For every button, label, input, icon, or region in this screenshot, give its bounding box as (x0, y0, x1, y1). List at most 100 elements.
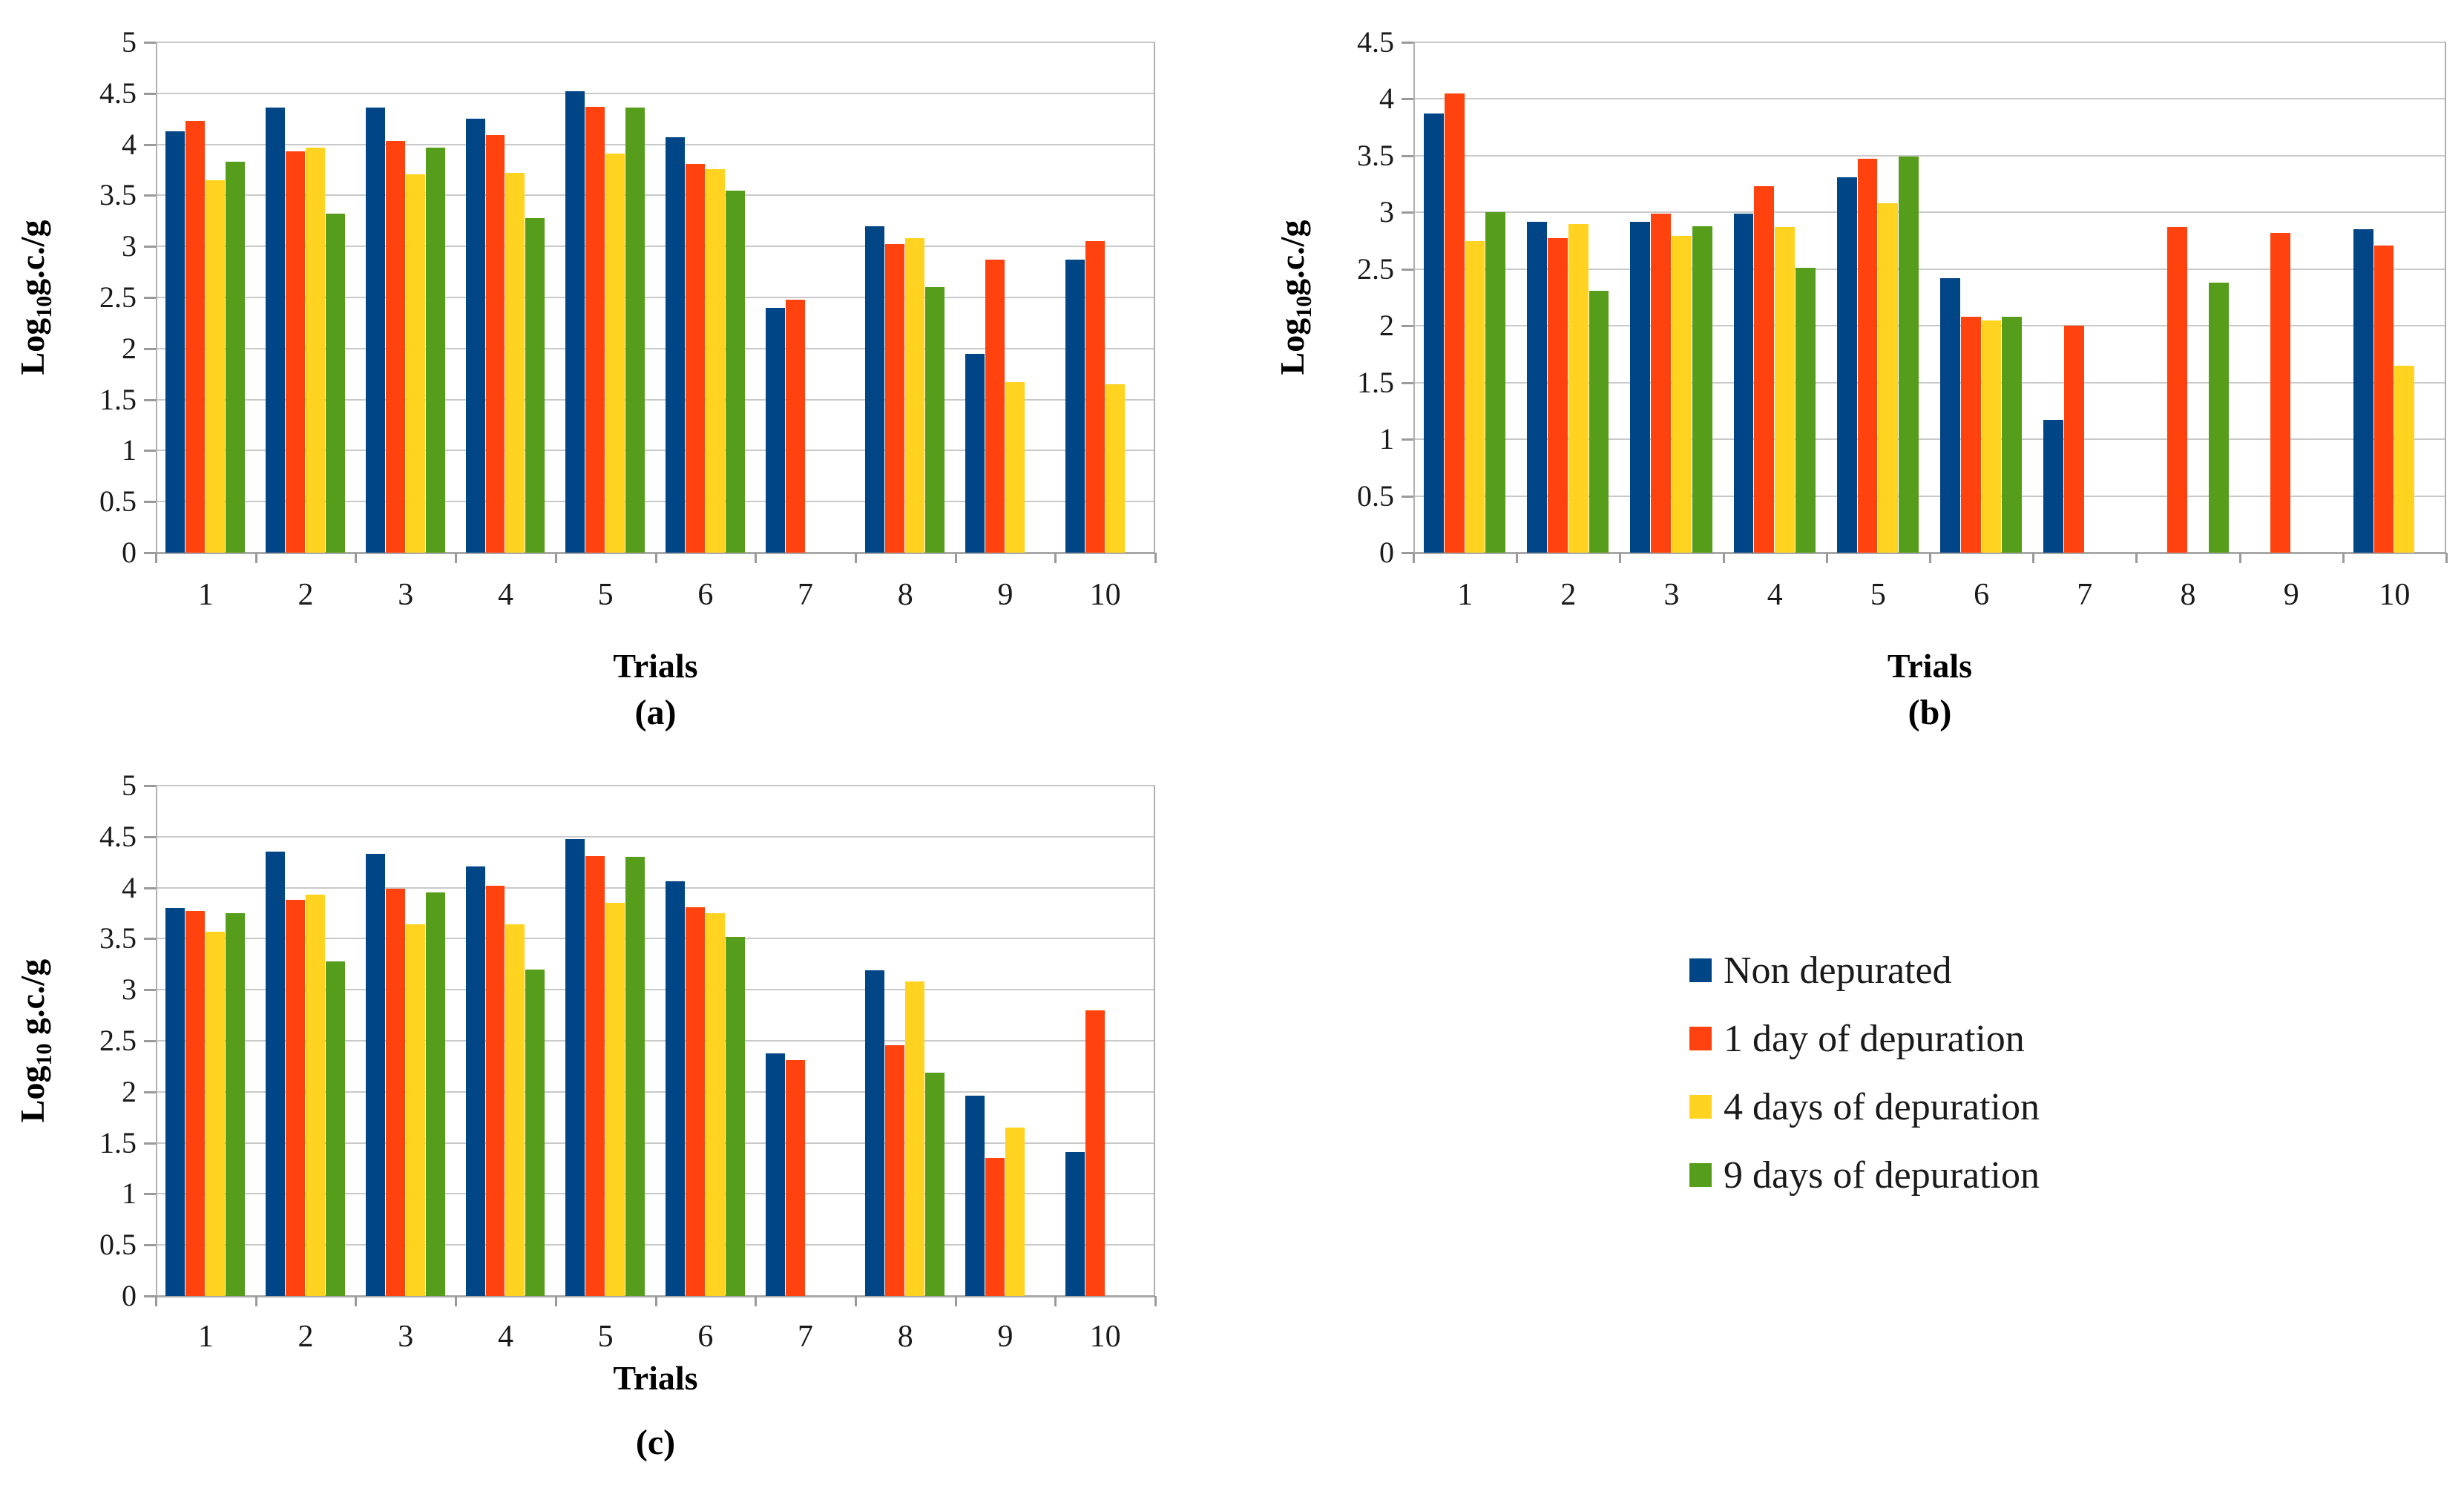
gridline (156, 1244, 1155, 1246)
plot-right-border (1154, 786, 1155, 1296)
bar-1-day-of-depuration (385, 141, 405, 553)
bar-non-depurated (365, 108, 385, 553)
gridline (156, 501, 1155, 503)
y-tick-mark (1402, 154, 1413, 157)
y-axis-title-rest: g.c./g (13, 220, 51, 296)
x-tick-mark (1722, 553, 1725, 563)
bar-9-days-of-depuration (226, 161, 246, 553)
y-tick-label: 1 (122, 433, 137, 467)
bar-9-days-of-depuration (2208, 283, 2229, 553)
y-tick-mark (144, 297, 156, 299)
y-tick-label: 3.5 (1357, 138, 1394, 172)
x-tick-mark (355, 1296, 358, 1306)
y-tick-mark (144, 246, 156, 249)
y-tick-mark (144, 501, 156, 504)
bar-1-day-of-depuration (185, 911, 206, 1296)
bar-9-days-of-depuration (525, 969, 545, 1296)
bar-1-day-of-depuration (1085, 1010, 1105, 1296)
x-category-label: 7 (2077, 578, 2093, 612)
x-category-label: 5 (1870, 578, 1886, 612)
x-tick-mark (455, 1296, 458, 1306)
y-tick-label: 0 (1379, 536, 1394, 569)
panel-caption-c: (c) (635, 1423, 676, 1462)
x-category-label: 10 (1089, 578, 1121, 612)
gridline (156, 42, 1155, 43)
bar-9-days-of-depuration (325, 961, 345, 1296)
bar-4-days-of-depuration (705, 913, 725, 1296)
gridline (156, 1090, 1155, 1093)
x-category-label: 7 (798, 1320, 814, 1354)
bar-non-depurated (865, 970, 885, 1296)
bar-1-day-of-depuration (985, 260, 1005, 553)
y-tick-label: 4.5 (1357, 25, 1394, 59)
bar-4-days-of-depuration (605, 903, 625, 1296)
x-axis-title: Trials (1887, 647, 1973, 685)
bar-9-days-of-depuration (425, 147, 445, 553)
bar-4-days-of-depuration (306, 895, 325, 1296)
bar-4-days-of-depuration (1005, 1127, 1025, 1296)
bar-4-days-of-depuration (1465, 240, 1485, 553)
gridline (1413, 211, 2446, 214)
y-tick-mark (144, 92, 156, 95)
gridline (156, 450, 1155, 452)
y-tick-mark (144, 398, 156, 401)
y-tick-label: 3 (122, 973, 137, 1007)
legend: Non depurated 1 day of depuration 4 days o… (1689, 936, 2040, 1209)
bar-non-depurated (1836, 177, 1857, 553)
bar-9-days-of-depuration (925, 287, 945, 553)
bar-non-depurated (1630, 221, 1651, 553)
x-category-label: 9 (2283, 578, 2299, 612)
x-category-label: 9 (997, 578, 1013, 612)
y-tick-label: 4.5 (99, 819, 137, 853)
bar-9-days-of-depuration (1589, 290, 1609, 553)
y-tick-mark (144, 1295, 156, 1297)
legend-item: Non depurated (1689, 936, 2040, 1004)
panel-caption-b: (b) (1908, 693, 1952, 732)
bar-4-days-of-depuration (1878, 203, 1899, 553)
bar-non-depurated (665, 881, 685, 1296)
bar-1-day-of-depuration (286, 900, 306, 1296)
bar-9-days-of-depuration (425, 892, 445, 1296)
y-tick-mark (1402, 211, 1413, 214)
x-tick-mark (554, 1296, 557, 1306)
bar-non-depurated (965, 353, 985, 553)
bar-1-day-of-depuration (585, 855, 605, 1296)
bar-1-day-of-depuration (1085, 241, 1105, 553)
bar-1-day-of-depuration (286, 151, 306, 553)
y-tick-mark (144, 1142, 156, 1145)
y-tick-label: 2.5 (99, 1024, 137, 1057)
bar-1-day-of-depuration (1960, 316, 1981, 553)
bar-9-days-of-depuration (525, 217, 545, 553)
bar-4-days-of-depuration (905, 981, 925, 1296)
gridline (1413, 268, 2446, 270)
y-axis-title-rest: g.c./g (13, 958, 51, 1044)
bar-4-days-of-depuration (306, 147, 325, 553)
y-tick-mark (144, 42, 156, 44)
x-tick-mark (854, 1296, 857, 1306)
bar-1-day-of-depuration (1547, 238, 1568, 553)
bar-1-day-of-depuration (1651, 213, 1671, 553)
y-axis-title-prefix: Log (1272, 318, 1311, 375)
bar-non-depurated (1423, 113, 1444, 553)
bar-1-day-of-depuration (2063, 326, 2084, 553)
y-tick-label: 4 (1379, 82, 1394, 116)
bar-9-days-of-depuration (1692, 226, 1712, 553)
bar-9-days-of-depuration (725, 190, 745, 553)
x-tick-mark (2238, 553, 2241, 563)
x-category-label: 5 (597, 578, 614, 612)
bar-1-day-of-depuration (785, 1060, 805, 1296)
bar-non-depurated (765, 1053, 785, 1296)
bar-non-depurated (1527, 221, 1547, 553)
bar-9-days-of-depuration (325, 214, 345, 553)
bar-1-day-of-depuration (885, 1044, 905, 1296)
y-axis-line (156, 42, 157, 553)
bar-non-depurated (565, 838, 585, 1296)
gridline (1413, 381, 2446, 384)
y-tick-mark (1402, 552, 1413, 554)
x-tick-mark (554, 553, 557, 563)
y-tick-mark (144, 1244, 156, 1247)
bar-1-day-of-depuration (1857, 159, 1878, 553)
bar-1-day-of-depuration (985, 1158, 1005, 1296)
x-category-label: 6 (1974, 578, 1990, 612)
x-category-label: 1 (1457, 578, 1474, 612)
